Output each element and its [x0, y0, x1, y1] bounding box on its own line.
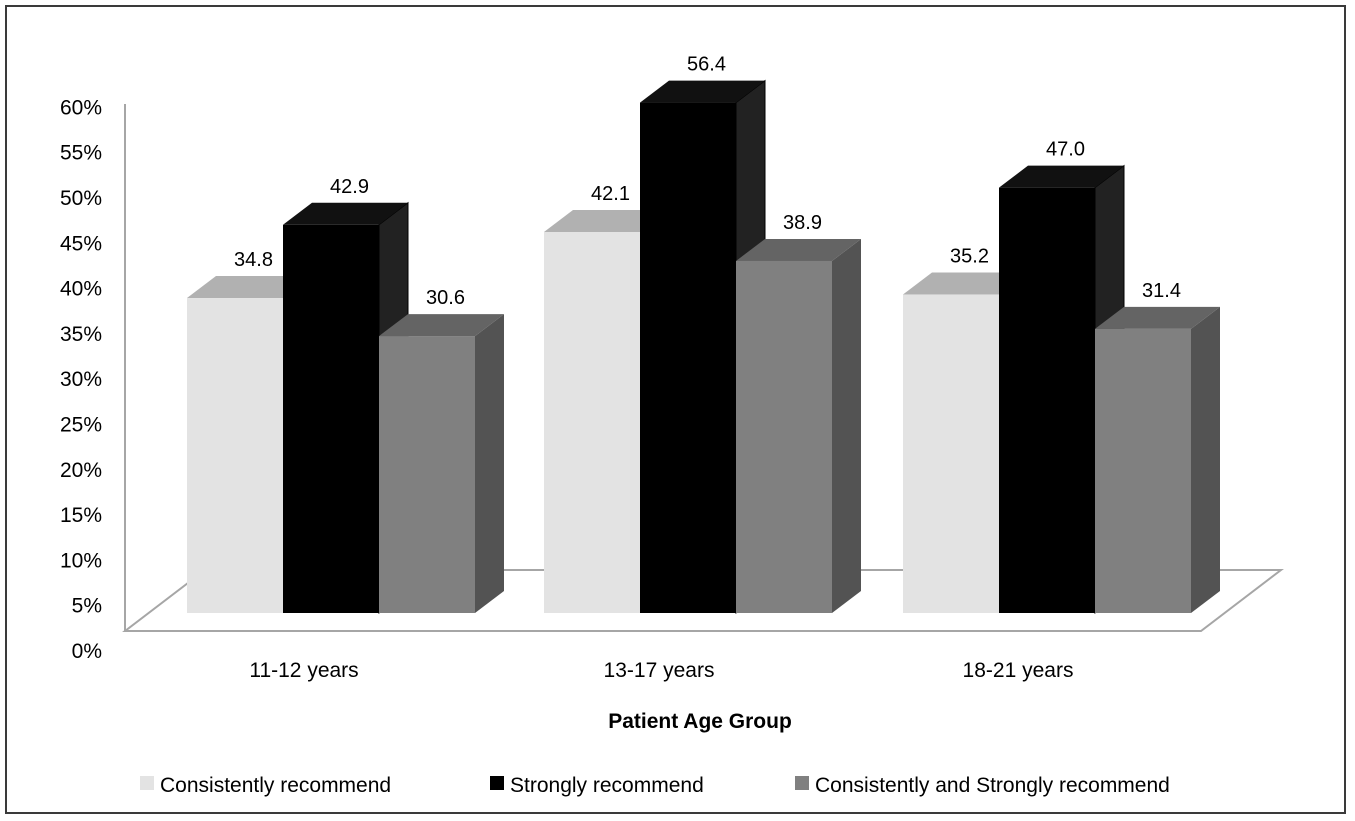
y-axis-ticks: 0% 5% 10% 15% 20% 25% 30% 35% 40% 45% 50% 55% 60%: [60, 96, 102, 663]
bar: [736, 238, 861, 613]
bar-top: [379, 314, 504, 337]
data-label: 42.1: [591, 183, 630, 205]
bar-side: [832, 238, 861, 613]
legend-label: Consistently recommend: [160, 774, 391, 797]
legend: Consistently recommend Strongly recommend…: [140, 774, 1170, 797]
y-tick-label: 40%: [60, 278, 102, 301]
bar-front: [1095, 328, 1191, 613]
data-labels: 34.8 42.9 30.6 42.1 56.4 38.9 35.2 47.0 31.4: [234, 54, 1181, 309]
bar-front: [379, 336, 475, 613]
bar-front: [640, 102, 736, 613]
data-label: 56.4: [687, 54, 726, 76]
y-tick-label: 45%: [60, 232, 102, 255]
data-label: 38.9: [783, 212, 822, 234]
y-tick-label: 0%: [72, 640, 102, 663]
data-label: 35.2: [950, 245, 989, 267]
bar-front: [283, 224, 379, 613]
legend-label: Strongly recommend: [510, 774, 704, 797]
category-label: 11-12 years: [249, 659, 358, 682]
bar: [379, 314, 504, 613]
bar-front: [544, 231, 640, 613]
data-label: 31.4: [1142, 280, 1181, 302]
bar-top: [903, 272, 1028, 295]
y-tick-label: 15%: [60, 504, 102, 527]
chart-walls: [122, 104, 1284, 632]
y-tick-label: 55%: [60, 142, 102, 165]
legend-item: Consistently recommend: [140, 774, 391, 797]
bars: [187, 79, 1220, 615]
y-tick-label: 30%: [60, 368, 102, 391]
bar-front: [736, 260, 832, 613]
y-tick-label: 10%: [60, 549, 102, 572]
category-label: 13-17 years: [604, 659, 715, 682]
bar-top: [999, 165, 1124, 188]
bar: [1095, 306, 1220, 613]
legend-swatch: [795, 776, 809, 790]
y-tick-label: 35%: [60, 323, 102, 346]
bar: [640, 79, 766, 615]
data-label: 30.6: [426, 287, 465, 309]
floor: [122, 569, 1284, 632]
bar-top: [640, 80, 765, 103]
bar-top: [544, 209, 669, 232]
category-labels: 11-12 years 13-17 years 18-21 years: [249, 659, 1073, 682]
bar-top: [283, 202, 408, 225]
y-tick-label: 20%: [60, 459, 102, 482]
data-label: 34.8: [234, 249, 273, 271]
y-tick-label: 25%: [60, 414, 102, 437]
bar-top: [187, 276, 312, 299]
bar-front: [903, 294, 999, 613]
bar-side: [1191, 306, 1220, 613]
y-tick-label: 50%: [60, 187, 102, 210]
legend-item: Consistently and Strongly recommend: [795, 774, 1170, 797]
bar-top: [736, 238, 861, 261]
y-tick-label: 5%: [72, 595, 102, 618]
legend-swatch: [140, 776, 154, 790]
legend-swatch: [490, 776, 504, 790]
category-label: 18-21 years: [963, 659, 1074, 682]
legend-label: Consistently and Strongly recommend: [815, 774, 1170, 797]
bar-top: [1095, 306, 1220, 329]
data-label: 47.0: [1046, 139, 1085, 161]
bar-front: [999, 187, 1095, 613]
x-axis-title: Patient Age Group: [608, 710, 792, 733]
data-label: 42.9: [330, 176, 369, 198]
legend-item: Strongly recommend: [490, 774, 704, 797]
bar-front: [187, 298, 283, 613]
bar-side: [475, 314, 504, 613]
y-tick-label: 60%: [60, 96, 102, 119]
